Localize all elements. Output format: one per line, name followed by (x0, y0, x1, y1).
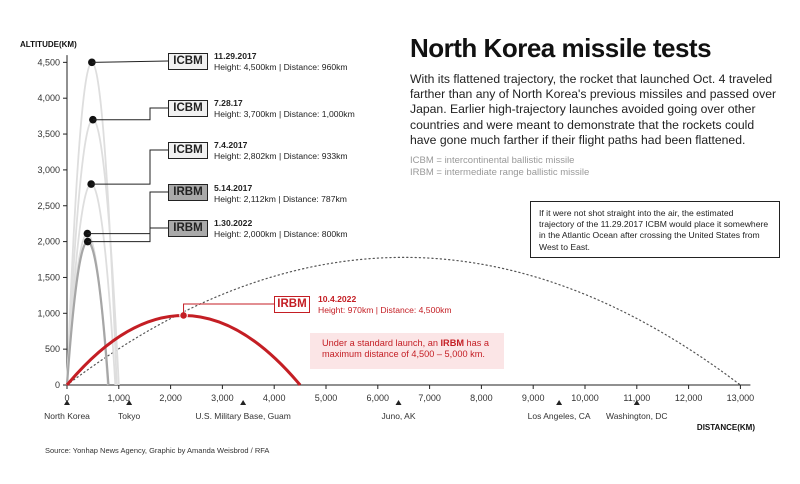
source-credit: Source: Yonhap News Agency, Graphic by A… (45, 446, 270, 455)
location-marker (64, 400, 70, 405)
x-tick-label: 8,000 (470, 393, 493, 403)
location-label: U.S. Military Base, Guam (195, 411, 290, 421)
type-badge-icbm-2017-11-29: ICBM (168, 53, 208, 70)
leader-line (91, 60, 169, 63)
y-tick-label: 4,500 (37, 57, 60, 67)
test-date: 5.14.2017 (214, 183, 253, 193)
x-tick-label: 7,000 (418, 393, 441, 403)
test-stats: Height: 2,112km | Distance: 787km (214, 194, 347, 204)
test-stats: Height: 2,000km | Distance: 800km (214, 229, 348, 239)
type-badge-icbm-2017-07-04: ICBM (168, 142, 208, 159)
test-label-2022-10-04: 10.4.2022 Height: 970km | Distance: 4,500… (318, 294, 452, 316)
definition-irbm: IRBM = intermediate range ballistic miss… (410, 167, 590, 178)
test-stats: Height: 3,700km | Distance: 1,000km (214, 109, 355, 119)
test-label-2017-05-14: 5.14.2017 Height: 2,112km | Distance: 787… (214, 183, 347, 205)
leader-line (91, 149, 168, 185)
y-tick-label: 4,000 (37, 93, 60, 103)
test-label-2017-07-04: 7.4.2017 Height: 2,802km | Distance: 933k… (214, 140, 348, 162)
y-tick-label: 2,500 (37, 201, 60, 211)
estimated-trajectory-line (66, 256, 741, 386)
type-badge-irbm-2017-05-14: IRBM (168, 184, 208, 201)
x-tick-label: 2,000 (159, 393, 182, 403)
leader-line (87, 227, 168, 243)
definition-icbm: ICBM = intercontinental ballistic missil… (410, 155, 575, 166)
test-date: 11.29.2017 (214, 51, 257, 61)
y-axis-title: ALTITUDE(KM) (20, 40, 77, 49)
type-badge-icbm-2017-07-28: ICBM (168, 100, 208, 117)
definitions: ICBM = intercontinental ballistic missil… (410, 155, 589, 179)
location-marker (126, 400, 133, 405)
x-tick-label: 12,000 (675, 393, 703, 403)
test-label-2017-11-29: 11.29.2017 Height: 4,500km | Distance: 96… (214, 51, 348, 73)
y-tick-label: 1,000 (37, 308, 60, 318)
leader-line (183, 303, 274, 316)
type-badge-irbm-2022-10-04: IRBM (274, 296, 310, 313)
test-label-2017-07-28: 7.28.17 Height: 3,700km | Distance: 1,000… (214, 98, 355, 120)
note-bold: IRBM (440, 338, 464, 348)
chart-description: With its flattened trajectory, the rocke… (410, 72, 777, 147)
leader-line (87, 191, 168, 235)
trajectory-arc (65, 313, 302, 386)
test-date: 7.4.2017 (214, 140, 248, 150)
irbm-range-note: Under a standard launch, an IRBM has a m… (310, 333, 504, 369)
test-stats: Height: 2,802km | Distance: 933km (214, 151, 348, 161)
y-tick-label: 2,000 (37, 237, 60, 247)
x-tick-label: 5,000 (315, 393, 338, 403)
location-marker (240, 400, 247, 405)
test-stats: Height: 4,500km | Distance: 960km (214, 62, 348, 72)
type-badge-irbm-2022-01-30: IRBM (168, 220, 208, 237)
test-label-2022-01-30: 1.30.2022 Height: 2,000km | Distance: 800… (214, 218, 348, 240)
test-date: 1.30.2022 (214, 218, 253, 228)
x-tick-label: 10,000 (571, 393, 599, 403)
y-tick-label: 0 (55, 380, 60, 390)
y-tick-label: 3,500 (37, 129, 60, 139)
label-leaders (87, 60, 274, 316)
test-stats: Height: 970km | Distance: 4,500km (318, 305, 452, 315)
x-tick-label: 1,000 (108, 393, 131, 403)
y-tick-label: 3,000 (37, 165, 60, 175)
location-label: Washington, DC (606, 411, 668, 421)
location-marker (395, 400, 402, 405)
leader-line (92, 107, 168, 121)
location-label: Juno, AK (382, 411, 416, 421)
x-tick-label: 11,000 (623, 393, 650, 403)
x-tick-label: 3,000 (211, 393, 234, 403)
chart-title: North Korea missile tests (410, 33, 712, 63)
x-tick-label: 13,000 (727, 393, 755, 403)
location-label: Tokyo (118, 411, 140, 421)
y-tick-label: 500 (45, 344, 60, 354)
x-axis-title: DISTANCE(KM) (697, 423, 755, 432)
location-marker (556, 400, 563, 405)
test-date: 7.28.17 (214, 98, 243, 108)
x-tick-label: 6,000 (367, 393, 390, 403)
location-label: Los Angeles, CA (528, 411, 591, 421)
apex-dot (89, 115, 97, 124)
note-pre: Under a standard launch, an (322, 338, 441, 348)
location-label: North Korea (44, 411, 90, 421)
x-tick-label: 4,000 (263, 393, 286, 403)
location-marker (633, 400, 640, 405)
note-post: has a maximum distance of 4,500 – 5,000 … (322, 338, 490, 360)
test-date: 10.4.2022 (318, 294, 357, 304)
trajectory-callout: If it were not shot straight into the ai… (530, 201, 780, 258)
axes: 0 500 1,000 1,500 2,000 2,500 3,000 3,500 4,000 4… (20, 40, 755, 432)
apex-dot (87, 180, 95, 188)
x-tick-label: 0 (64, 393, 69, 403)
x-tick-label: 9,000 (522, 393, 545, 403)
y-tick-label: 1,500 (37, 272, 60, 282)
